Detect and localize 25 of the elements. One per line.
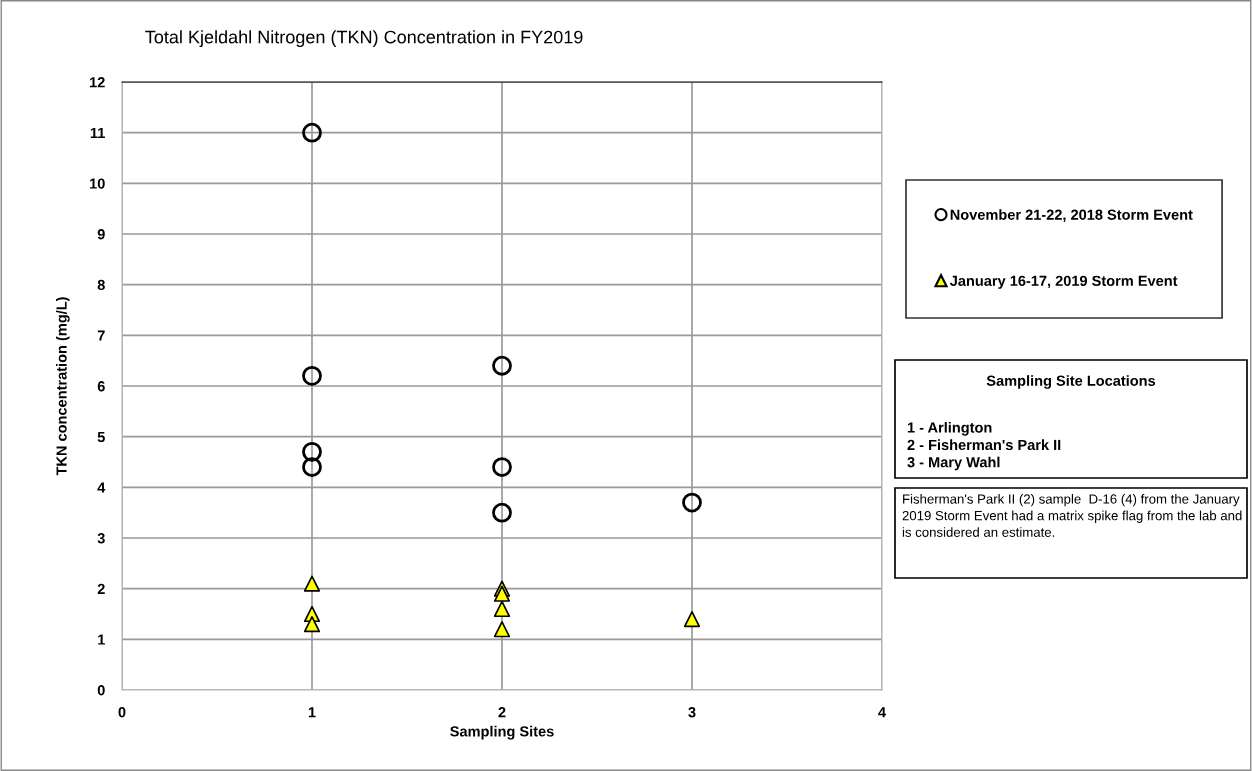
x-tick-label: 0 xyxy=(118,707,126,718)
y-tick-label: 2 xyxy=(97,583,105,594)
x-tick-label: 1 xyxy=(308,707,316,718)
x-tick-label: 3 xyxy=(688,707,696,718)
y-tick-label: 4 xyxy=(97,482,106,493)
y-tick-label: 3 xyxy=(97,533,105,544)
y-tick-label: 6 xyxy=(97,381,105,392)
chart-title: Total Kjeldahl Nitrogen (TKN) Concentration in FY2019 xyxy=(145,30,583,48)
text: Sampling Site Locations 1 - Arlington 2 - Fisherman's Park II 3 - Mary Wahl xyxy=(907,375,1156,471)
x-tick-label: 4 xyxy=(878,707,886,718)
y-tick-label: 5 xyxy=(97,431,105,443)
legend-label: November 21-22, 2018 Storm Event xyxy=(950,209,1193,222)
y-tick-label: 10 xyxy=(90,178,105,189)
x-axis-title: Sampling Sites xyxy=(450,725,554,740)
y-tick-label: 1 xyxy=(98,634,105,645)
y-tick-label: 12 xyxy=(90,77,105,88)
y-tick-label: 11 xyxy=(90,127,105,138)
y-tick-label: 0 xyxy=(97,685,105,696)
y-axis-title: TKN concentration (mg/L) xyxy=(56,297,70,476)
y-tick-label: 7 xyxy=(97,330,105,341)
text: Fisherman's Park II (2) sample D-16 (4) from the January 2019 Storm Event had a matrix spike flag from the lab and is considered an estimate. xyxy=(902,494,1242,537)
y-tick-label: 8 xyxy=(97,279,105,291)
x-tick-label: 2 xyxy=(498,707,506,718)
y-tick-label: 9 xyxy=(97,229,105,240)
legend-label: January 16-17, 2019 Storm Event xyxy=(949,275,1178,289)
